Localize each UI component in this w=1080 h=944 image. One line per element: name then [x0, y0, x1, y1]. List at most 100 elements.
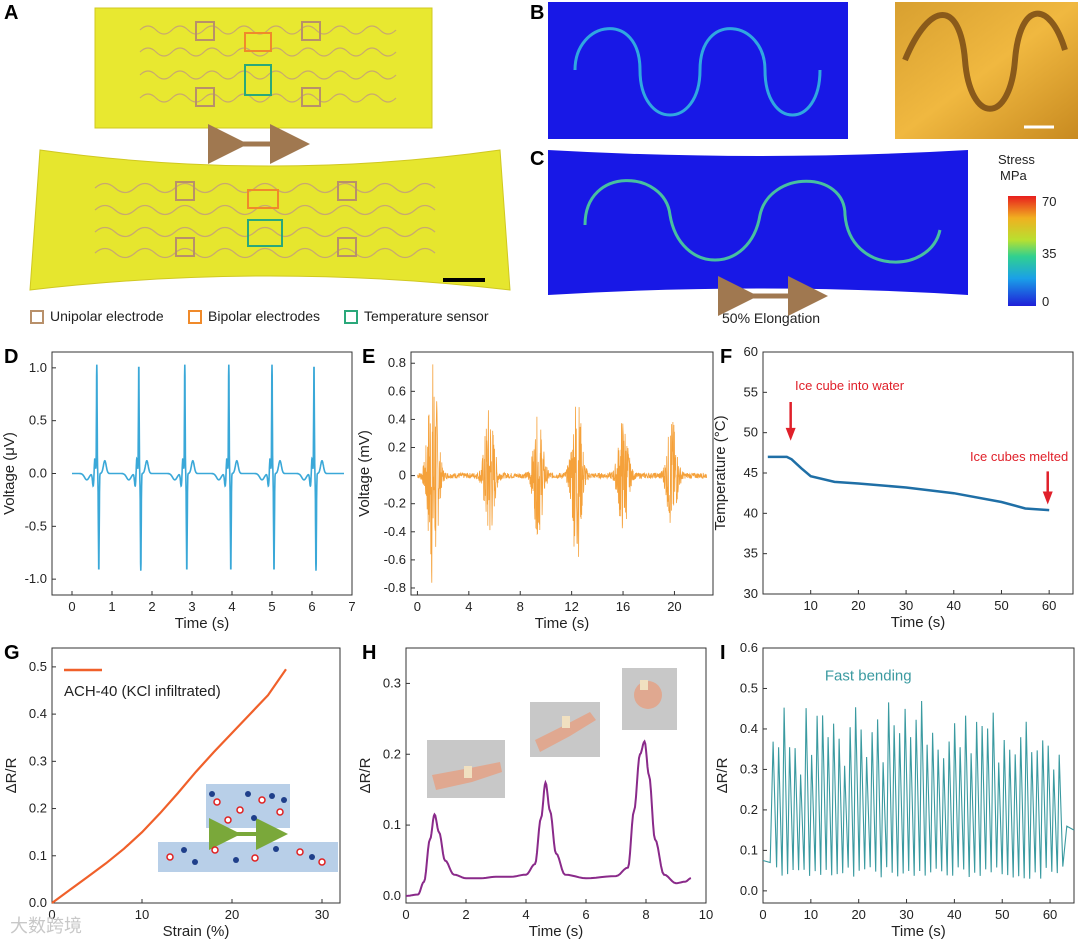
x-tick-label: 30: [899, 598, 913, 613]
x-tick-label: 16: [616, 599, 630, 614]
x-tick-label: 6: [582, 907, 589, 922]
legend-swatch: [188, 310, 202, 325]
elongation-label: 50% Elongation: [722, 310, 821, 326]
y-tick-label: 0.2: [388, 440, 406, 455]
plot-frame: [762, 647, 1075, 904]
panel-label-d: D: [4, 346, 19, 368]
panel-label-e: E: [362, 346, 376, 368]
x-tick-label: 60: [1043, 907, 1057, 922]
y-tick-label: 0: [399, 468, 406, 483]
panel-label-i: I: [720, 642, 726, 664]
legend-swatch: [344, 310, 358, 325]
x-tick-label: 6: [308, 599, 315, 614]
x-axis-label: Time (s): [891, 614, 945, 631]
plot-frame: [51, 647, 341, 904]
x-tick-label: 10: [804, 907, 818, 922]
x-tick-label: 0: [48, 907, 55, 922]
colorbar-unit: MPa: [1000, 168, 1027, 183]
y-tick-label: 0.0: [740, 883, 758, 898]
x-tick-label: 0: [402, 907, 409, 922]
legend-bipolar: Bipolar electrodes: [188, 308, 320, 325]
micrograph-trace: [902, 10, 1068, 112]
chart-temperature: 10 20 30 40 50 60 30 35 40 45 50 55 60 Time (s) Temper…: [712, 344, 1074, 631]
colorbar-tick-min: 0: [1042, 294, 1050, 309]
x-tick-label: 3: [188, 599, 195, 614]
y-tick-label: -0.4: [384, 524, 406, 539]
y-tick-label: 0.2: [740, 802, 758, 817]
y-tick-label: 0.2: [29, 801, 47, 816]
y-tick-label: 35: [744, 546, 758, 561]
simulation-unstretched: [548, 2, 848, 139]
y-axis-label: ΔR/R: [357, 757, 374, 793]
y-tick-label: 0.6: [388, 383, 406, 398]
x-axis-label: Time (s): [891, 923, 945, 940]
y-tick-label: -1.0: [25, 571, 47, 586]
y-tick-label: 50: [744, 425, 758, 440]
ion-inset-illustration: [158, 784, 338, 872]
plot-frame: [410, 351, 714, 596]
legend-unipolar: Unipolar electrode: [30, 308, 164, 325]
watermark: 大数跨境: [10, 916, 82, 937]
x-tick-label: 7: [348, 599, 355, 614]
annotation-ice-in: Ice cube into water: [795, 378, 905, 393]
finger-photo-3: [622, 668, 677, 730]
x-tick-label: 8: [642, 907, 649, 922]
x-axis-label: Time (s): [535, 615, 589, 632]
x-tick-label: 50: [994, 598, 1008, 613]
y-tick-label: 0.3: [383, 675, 401, 690]
annotation-melted: Ice cubes melted: [970, 449, 1068, 464]
chart-emg: 0 4 8 12 16 20 -0.8 -0.6 -0.4 -0.2 0 0.2 0.4 0.6 0.8 Ti…: [356, 351, 714, 632]
x-tick-label: 50: [995, 907, 1009, 922]
panel-label-a: A: [4, 2, 19, 24]
x-axis-label: Time (s): [175, 615, 229, 632]
y-tick-label: 55: [744, 384, 758, 399]
x-axis-label: Strain (%): [163, 923, 230, 940]
y-tick-label: 60: [744, 344, 758, 359]
x-tick-label: 10: [803, 598, 817, 613]
y-tick-label: 0.1: [740, 842, 758, 857]
y-axis-label: ΔR/R: [714, 757, 731, 793]
device-photo-unstretched: [94, 7, 433, 129]
stress-colorbar: [1008, 196, 1036, 306]
y-tick-label: 0.4: [388, 411, 406, 426]
x-tick-label: 30: [315, 907, 329, 922]
x-tick-label: 0: [414, 599, 421, 614]
y-tick-label: 0.4: [29, 706, 47, 721]
y-tick-label: 0.0: [29, 895, 47, 910]
ecg-line: [72, 364, 344, 571]
x-tick-label: 2: [148, 599, 155, 614]
legend-swatch: [30, 310, 44, 325]
y-axis-label: ΔR/R: [3, 757, 20, 793]
chart-ecg: 0 1 2 3 4 5 6 7 -1.0 -0.5 0.0 0.5 1.0 Time (s) Voltage…: [1, 351, 356, 632]
x-axis-label: Time (s): [529, 923, 583, 940]
y-tick-label: -0.2: [384, 496, 406, 511]
panel-label-g: G: [4, 642, 20, 664]
device-photo-stretched: [29, 149, 511, 291]
y-axis-label: Temperature (°C): [712, 415, 729, 530]
y-tick-label: 0.0: [29, 466, 47, 481]
x-tick-label: 12: [564, 599, 578, 614]
y-tick-label: 45: [744, 465, 758, 480]
temperature-line: [767, 455, 1050, 512]
legend-label: Temperature sensor: [364, 308, 489, 324]
annotation-fast-bending: Fast bending: [825, 667, 912, 684]
x-tick-label: 20: [851, 907, 865, 922]
x-tick-label: 1: [108, 599, 115, 614]
y-tick-label: 0.5: [29, 413, 47, 428]
x-tick-label: 4: [465, 599, 472, 614]
y-tick-label: 0.4: [740, 721, 758, 736]
y-tick-label: -0.5: [25, 518, 47, 533]
plot-frame: [405, 647, 707, 904]
colorbar-tick-max: 70: [1042, 194, 1057, 209]
finger-line: [405, 739, 692, 897]
legend-label: Unipolar electrode: [50, 308, 164, 324]
x-tick-label: 2: [462, 907, 469, 922]
panel-label-b: B: [530, 2, 545, 24]
y-tick-label: 0.1: [383, 817, 401, 832]
x-tick-label: 30: [899, 907, 913, 922]
legend-label: ACH-40 (KCl infiltrated): [64, 683, 221, 700]
y-tick-label: -0.6: [384, 552, 406, 567]
chart-finger-bending: 0 2 4 6 8 10 0.0 0.1 0.2 0.3 Time (s) ΔR/R: [357, 647, 713, 940]
x-tick-label: 5: [268, 599, 275, 614]
x-tick-label: 40: [947, 907, 961, 922]
